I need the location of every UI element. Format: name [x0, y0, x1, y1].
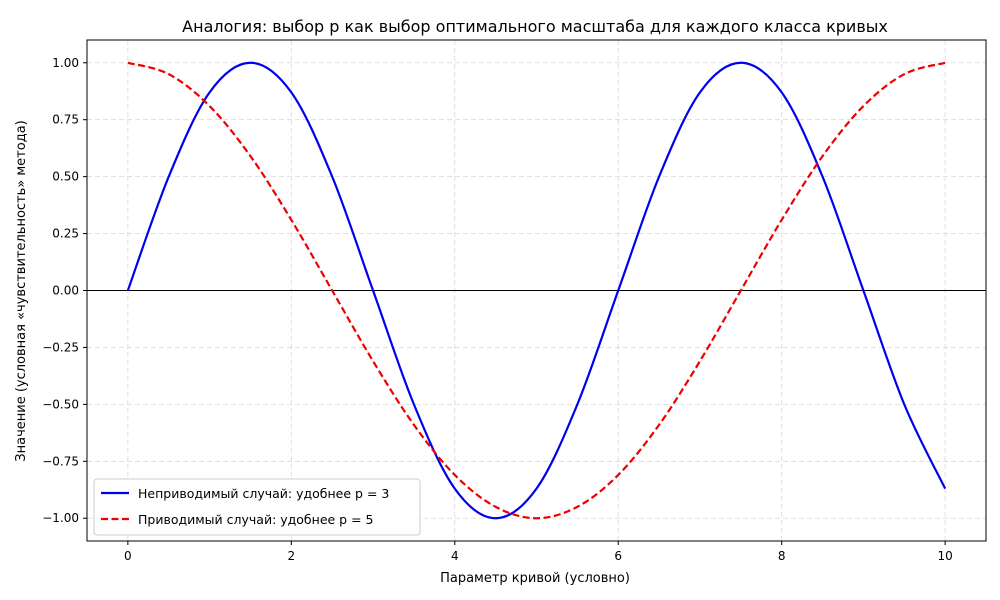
y-axis-ticks: 1.00 0.75 0.50 0.25 0.00 −0.25 −0.50 −0.75 −1.00 — [42, 56, 87, 525]
legend-entry-irreducible: Неприводимый случай: удобнее p = 3 — [138, 486, 389, 501]
legend-frame — [93, 478, 421, 536]
x-tick-label: 4 — [451, 549, 459, 563]
y-tick-label: −1.00 — [42, 511, 79, 525]
y-tick-label: −0.75 — [42, 454, 79, 468]
series-irreducible-line — [126, 61, 947, 520]
y-tick-label: 1.00 — [52, 56, 79, 70]
y-tick-label: −0.50 — [42, 397, 79, 411]
chart-title: Аналогия: выбор p как выбор оптимального… — [182, 17, 888, 36]
x-tick-label: 8 — [778, 549, 786, 563]
legend: Неприводимый случай: удобнее p = 3 Приво… — [93, 478, 421, 536]
y-tick-label: −0.25 — [42, 340, 79, 354]
y-tick-label: 0.25 — [52, 227, 79, 241]
x-tick-label: 2 — [287, 549, 295, 563]
x-tick-label: 0 — [124, 549, 132, 563]
y-axis-label: Значение (условная «чувствительность» ме… — [14, 120, 29, 461]
series-reducible-line — [127, 61, 946, 520]
series-lines — [126, 61, 947, 520]
y-tick-label: 0.00 — [52, 284, 79, 298]
x-tick-label: 6 — [614, 549, 622, 563]
legend-entry-reducible: Приводимый случай: удобнее p = 5 — [138, 512, 373, 527]
x-axis-label: Параметр кривой (условно) — [440, 571, 630, 586]
y-tick-label: 0.50 — [52, 170, 79, 184]
y-tick-label: 0.75 — [52, 113, 79, 127]
x-tick-label: 10 — [937, 549, 952, 563]
x-axis-ticks: 0 2 4 6 8 10 — [124, 541, 953, 563]
